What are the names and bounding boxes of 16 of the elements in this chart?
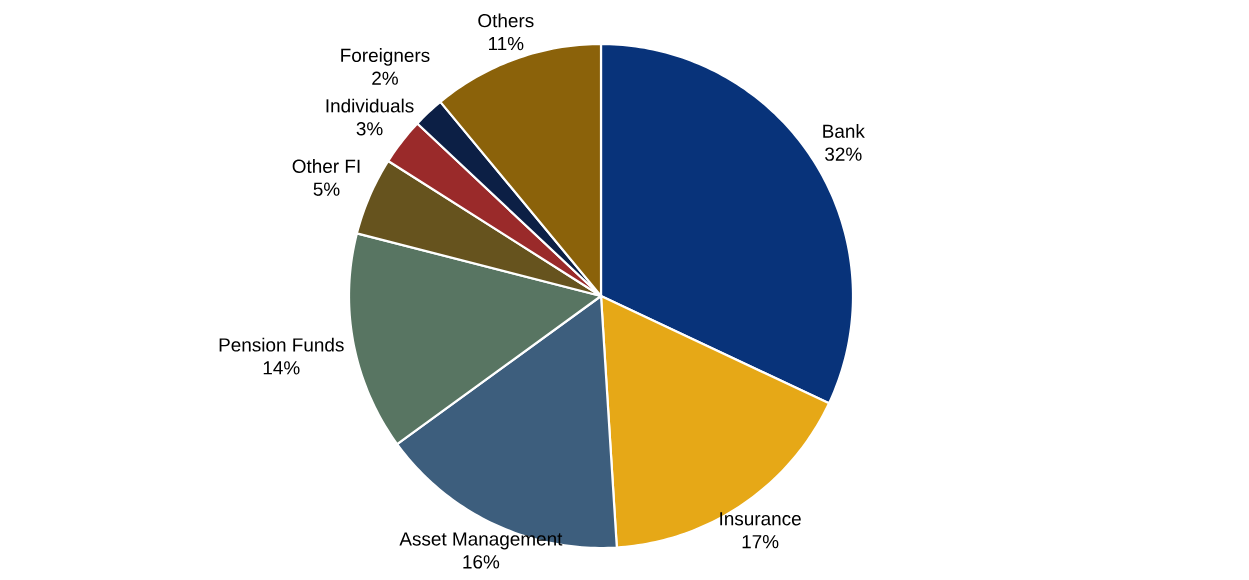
data-label: 17% xyxy=(742,535,779,549)
data-label: 16% xyxy=(463,555,500,569)
data-label: 11% xyxy=(489,36,524,51)
data-label: 14% xyxy=(263,361,300,375)
slice-label: Pension Funds xyxy=(219,337,344,352)
slice-label: Bank xyxy=(823,124,865,138)
slice-label: Foreigners xyxy=(341,48,430,66)
slice-label: Individuals xyxy=(326,98,414,113)
slice-label: Insurance xyxy=(720,512,801,526)
data-label: 32% xyxy=(825,147,862,161)
slice-label: Other FI xyxy=(292,159,360,173)
data-label: 3% xyxy=(356,122,383,136)
data-label: 5% xyxy=(313,182,340,196)
data-label: 2% xyxy=(372,71,398,85)
slice-label: Asset Management xyxy=(399,532,563,550)
slice-label: Others xyxy=(478,13,534,28)
